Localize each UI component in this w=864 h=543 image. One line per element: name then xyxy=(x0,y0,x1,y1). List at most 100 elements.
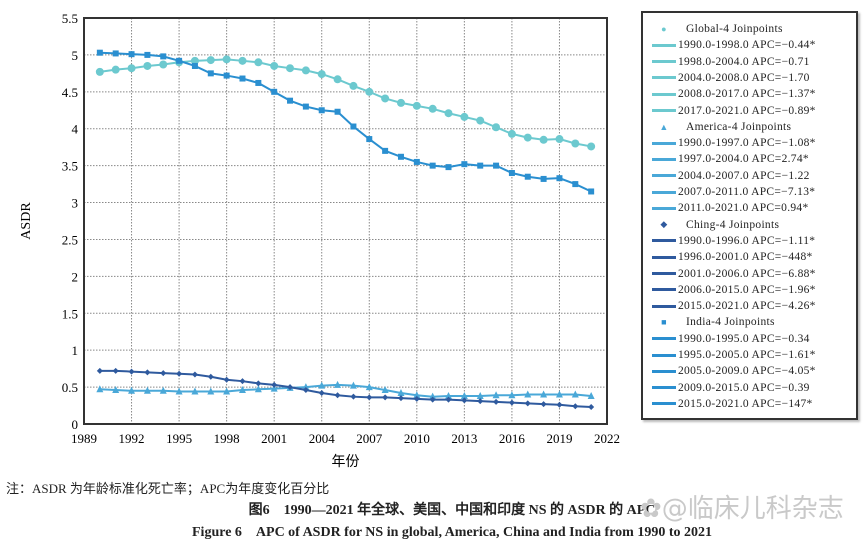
data-point xyxy=(223,387,231,395)
data-point xyxy=(381,94,390,103)
legend-segment: 2015.0-2021.0 APC=−147* xyxy=(643,396,813,412)
data-point xyxy=(381,386,389,394)
legend-segment: 2004.0-2007.0 APC=−1.22 xyxy=(643,168,810,184)
data-point xyxy=(302,387,309,394)
data-point xyxy=(143,61,152,70)
series-circle xyxy=(95,55,596,151)
x-tick-label: 1998 xyxy=(214,431,240,446)
data-point xyxy=(588,188,595,195)
data-point xyxy=(492,123,501,132)
legend-segment-label: 1996.0-2001.0 APC=−448* xyxy=(678,251,813,264)
circle-marker-icon: ● xyxy=(661,24,667,34)
data-point xyxy=(206,56,215,65)
caption-chinese: 图6 1990—2021 年全球、美国、中国和印度 NS 的 ASDR 的 AP… xyxy=(248,503,656,518)
legend-segment: 2007.0-2011.0 APC=−7.13* xyxy=(643,184,815,200)
data-point xyxy=(287,384,294,391)
data-point xyxy=(508,391,516,399)
data-point xyxy=(555,390,563,398)
data-point xyxy=(160,53,167,60)
line-swatch-icon xyxy=(652,157,676,161)
legend-segment-label: 2017.0-2021.0 APC=−0.89* xyxy=(678,104,816,117)
data-point xyxy=(445,391,453,399)
x-tick-label: 2004 xyxy=(309,431,336,446)
x-tick-label: 2022 xyxy=(594,431,620,446)
data-point xyxy=(366,136,373,143)
legend-segment: 2011.0-2021.0 APC=0.94* xyxy=(643,200,809,216)
data-point xyxy=(540,401,547,408)
y-tick-label: 0.5 xyxy=(62,380,78,395)
line-swatch-icon xyxy=(652,60,676,64)
data-point xyxy=(191,371,198,378)
data-point xyxy=(539,135,548,144)
figure-note: 注：ASDR 为年龄标准化死亡率；APC为年度变化百分比 xyxy=(6,481,330,496)
data-point xyxy=(460,391,468,399)
legend-segment: 1990.0-1998.0 APC=−0.44* xyxy=(643,37,816,53)
data-point xyxy=(318,107,325,114)
line-swatch-icon xyxy=(652,255,676,259)
line-swatch-icon xyxy=(652,272,676,275)
legend-segment-label: 1990.0-1995.0 APC=−0.34 xyxy=(678,332,810,345)
y-tick-label: 3 xyxy=(72,196,79,211)
data-point xyxy=(112,50,119,57)
data-point xyxy=(287,97,294,104)
y-tick-label: 2.5 xyxy=(62,232,78,247)
data-point xyxy=(112,367,119,374)
line-swatch-icon xyxy=(652,174,676,178)
x-axis-label: 年份 xyxy=(332,454,360,470)
legend-segment: 2009.0-2015.0 APC=−0.39 xyxy=(643,380,810,396)
legend-segment: 2004.0-2008.0 APC=−1.70 xyxy=(643,70,810,86)
x-tick-label: 1992 xyxy=(119,431,145,446)
data-point xyxy=(444,109,453,118)
data-point xyxy=(333,75,342,84)
data-point xyxy=(143,386,151,394)
data-point xyxy=(461,161,468,168)
data-point xyxy=(128,368,135,375)
legend-label: America-4 Joinpoints xyxy=(686,120,792,133)
line-swatch-icon xyxy=(652,206,676,210)
data-point xyxy=(397,388,405,396)
legend-segment: 2006.0-2015.0 APC=−1.96* xyxy=(643,282,816,298)
data-point xyxy=(350,123,357,130)
data-point xyxy=(382,394,389,401)
data-point xyxy=(239,378,246,385)
data-point xyxy=(477,162,484,169)
data-point xyxy=(493,162,500,169)
data-point xyxy=(207,373,214,380)
data-point xyxy=(239,75,246,82)
data-point xyxy=(254,385,262,393)
series-diamond xyxy=(96,367,595,411)
legend-segment-label: 2011.0-2021.0 APC=0.94* xyxy=(678,202,809,215)
legend-label: Ching-4 Joinpoints xyxy=(686,218,780,231)
data-point xyxy=(413,395,420,402)
line-swatch-icon xyxy=(652,288,676,292)
data-point xyxy=(334,380,342,388)
data-point xyxy=(223,376,230,383)
data-point xyxy=(238,386,246,394)
data-point xyxy=(349,381,357,389)
data-point xyxy=(271,88,278,95)
data-point xyxy=(222,55,231,64)
data-point xyxy=(96,49,103,56)
data-point xyxy=(159,60,168,69)
data-point xyxy=(588,404,595,411)
legend-segment: 2005.0-2009.0 APC=−4.05* xyxy=(643,363,816,379)
data-point xyxy=(96,385,104,393)
line-swatch-icon xyxy=(652,369,676,373)
watermark: ✿@临床儿科杂志 xyxy=(640,494,844,524)
series-line xyxy=(99,58,592,148)
data-point xyxy=(397,153,404,160)
diamond-marker-icon: ◆ xyxy=(660,219,668,230)
data-point xyxy=(413,158,420,165)
legend-segment-label: 2015.0-2021.0 APC=−147* xyxy=(678,397,813,410)
data-point xyxy=(428,104,437,113)
line-swatch-icon xyxy=(652,402,676,406)
data-point xyxy=(144,369,151,376)
data-point xyxy=(587,142,596,151)
legend-segment-label: 2004.0-2007.0 APC=−1.22 xyxy=(678,169,810,182)
data-point xyxy=(286,64,295,73)
legend-segment: 2001.0-2006.0 APC=−6.88* xyxy=(643,266,816,282)
line-swatch-icon xyxy=(652,141,676,145)
legend-segment-label: 1998.0-2004.0 APC=−0.71 xyxy=(678,55,810,68)
line-swatch-icon xyxy=(652,109,676,112)
legend-label: India-4 Joinpoints xyxy=(686,316,775,329)
